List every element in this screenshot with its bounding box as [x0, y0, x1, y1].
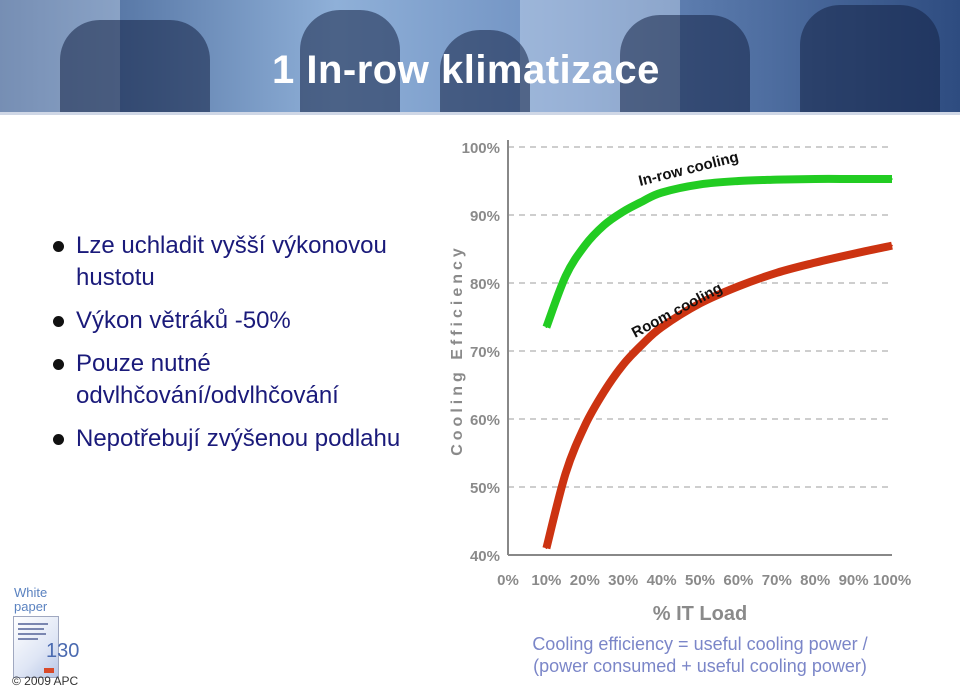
data-point-in-row-cooling: [545, 326, 548, 328]
data-point-room-cooling: [564, 472, 567, 475]
y-tick-label: 90%: [470, 208, 500, 225]
bullet-dot-icon: [53, 359, 64, 370]
x-tick-label: 90%: [839, 572, 869, 589]
copyright: © 2009 APC: [12, 674, 79, 688]
x-tick-label: 20%: [570, 572, 600, 589]
y-tick-label: 50%: [470, 480, 500, 497]
data-point-in-row-cooling: [660, 191, 663, 194]
banner-divider: [0, 112, 960, 115]
whitepaper-label: White paper: [14, 585, 48, 614]
caption-line: (power consumed + useful cooling power): [533, 656, 867, 676]
whitepaper-number: 130: [46, 640, 80, 662]
chart-grid: [508, 146, 892, 488]
bullet-item: Nepotřebují zvýšenou podlahu: [52, 423, 452, 455]
data-point-in-row-cooling: [814, 178, 816, 180]
x-tick-label: 0%: [497, 572, 519, 589]
data-point-room-cooling: [660, 326, 663, 328]
bullet-text: Výkon větráků -50%: [76, 307, 291, 334]
y-tick-label: 80%: [470, 276, 500, 293]
series-label-room-cooling: Room cooling: [629, 280, 725, 342]
person-silhouette: [300, 10, 400, 112]
slide-title: 1 In-row klimatizace: [272, 48, 660, 92]
data-point-room-cooling: [776, 272, 778, 274]
y-tick-label: 40%: [470, 548, 500, 565]
chart-axes: [507, 140, 892, 556]
data-point-room-cooling: [737, 285, 740, 288]
x-tick-label: 60%: [723, 572, 753, 589]
y-axis-label: Cooling Efficiency: [449, 244, 466, 456]
data-point-in-row-cooling: [603, 224, 605, 226]
person-silhouette: [60, 20, 210, 112]
data-point-room-cooling: [852, 253, 855, 255]
person-silhouette: [440, 30, 530, 112]
caption-line: Cooling efficiency = useful cooling powe…: [532, 634, 868, 654]
x-tick-label: 100%: [873, 572, 911, 589]
data-point-room-cooling: [545, 547, 548, 549]
bullet-item: Lze uchladit vyšší výkonovou hustotu: [52, 230, 452, 294]
bullet-text: Lze uchladit vyšší výkonovou hustotu: [76, 232, 387, 291]
person-silhouette: [800, 5, 940, 112]
data-point-in-row-cooling: [641, 200, 644, 203]
whitepaper-thumbnail-icon: [13, 616, 59, 678]
person-silhouette: [620, 15, 750, 112]
x-axis-label: % IT Load: [653, 603, 747, 625]
efficiency-formula-caption: Cooling efficiency = useful cooling powe…: [440, 633, 960, 677]
data-point-in-row-cooling: [852, 178, 855, 180]
x-tick-label: 40%: [647, 572, 677, 589]
data-point-room-cooling: [699, 302, 701, 305]
bullet-item: Výkon větráků -50%: [52, 305, 452, 337]
x-tick-label: 10%: [531, 572, 561, 589]
bullet-item: Pouze nutné odvlhčování/odvlhčování: [52, 348, 452, 412]
data-point-in-row-cooling: [891, 178, 893, 180]
y-tick-label: 100%: [462, 140, 500, 157]
data-point-room-cooling: [622, 363, 624, 366]
x-tick-label: 50%: [685, 572, 715, 589]
data-point-room-cooling: [891, 244, 893, 247]
data-point-room-cooling: [641, 343, 644, 345]
bullet-list: Lze uchladit vyšší výkonovou hustotu Výk…: [52, 230, 452, 466]
chart-series: [542, 174, 893, 550]
y-tick-label: 60%: [470, 412, 500, 429]
data-point-in-row-cooling: [584, 244, 586, 247]
bullet-dot-icon: [53, 241, 64, 252]
data-point-room-cooling: [603, 391, 605, 393]
cooling-efficiency-chart: 40%50%60%70%80%90%100% 0% 10% 20% 30% 40% 50%…: [449, 140, 911, 625]
bullet-text: Pouze nutné odvlhčování/odvlhčování: [76, 350, 339, 409]
data-point-in-row-cooling: [564, 275, 567, 277]
data-point-in-row-cooling: [622, 210, 624, 213]
data-point-room-cooling: [584, 425, 586, 427]
data-point-in-row-cooling: [699, 183, 701, 186]
y-tick-labels: 40% 50% 60% 70% 80% 90% 100%: [462, 140, 500, 565]
bullet-dot-icon: [53, 316, 64, 327]
x-tick-label: 80%: [800, 572, 830, 589]
bullet-text: Nepotřebují zvýšenou podlahu: [76, 425, 401, 452]
data-point-in-row-cooling: [776, 178, 778, 181]
data-point-room-cooling: [814, 261, 816, 264]
x-tick-labels: 0% 10% 20% 30% 40% 50% 60% 70% 80% 90% 100%: [497, 572, 911, 589]
x-tick-label: 30%: [608, 572, 638, 589]
data-point-in-row-cooling: [737, 180, 740, 182]
x-tick-label: 70%: [762, 572, 792, 589]
bullet-dot-icon: [53, 434, 64, 445]
y-tick-label: 70%: [470, 344, 500, 361]
header-banner: 1 In-row klimatizace: [0, 0, 960, 112]
